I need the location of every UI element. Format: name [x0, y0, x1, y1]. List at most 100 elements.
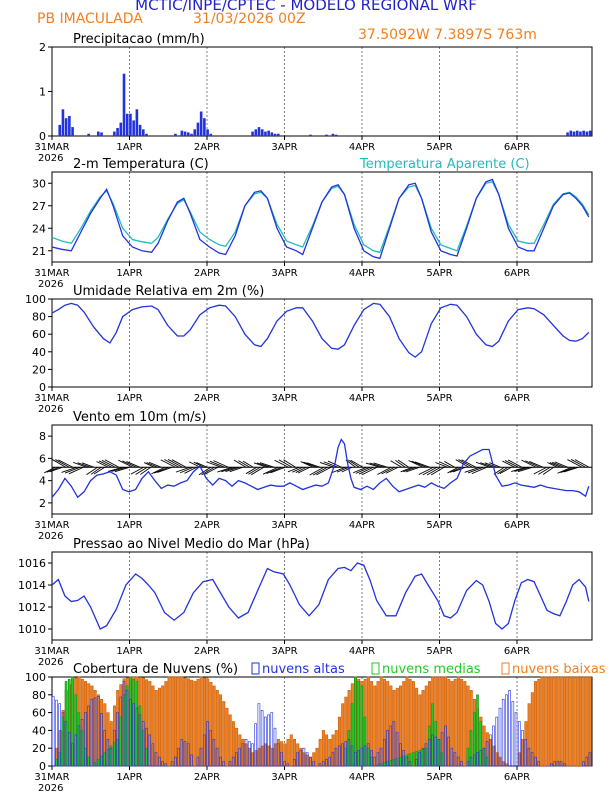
precip-bar	[68, 115, 71, 136]
wind-barb	[58, 459, 74, 468]
wind-barb	[140, 466, 151, 475]
cloud-high-bar	[157, 687, 161, 767]
cloud-mid-bar	[96, 759, 100, 767]
wind-barb	[44, 466, 56, 474]
legend-swatch	[501, 662, 510, 675]
cloud-high-bar	[318, 738, 322, 767]
wind-barb	[295, 466, 307, 473]
wind-barb	[497, 466, 509, 475]
cloud-low-bar	[402, 750, 405, 767]
cloud-high-bar	[161, 685, 165, 767]
cloud-low-bar	[247, 741, 251, 767]
cloud-low-bar	[537, 761, 540, 767]
cloud-low-bar	[161, 761, 164, 767]
cloud-high-bar	[190, 679, 194, 767]
wind-barb	[449, 466, 463, 473]
cloud-mid-bar	[67, 678, 71, 767]
wind-barb	[111, 466, 127, 472]
precip-bar	[257, 127, 261, 136]
cloud-high-bar	[543, 676, 547, 767]
x-tick-label: 5APR	[426, 520, 452, 531]
cloud-high-bar	[540, 676, 544, 767]
cloud-high-bar	[228, 714, 232, 767]
x-tick-label: 4APR	[349, 646, 375, 657]
cloud-low-bar	[231, 756, 235, 767]
cloud-low-bar	[341, 743, 344, 767]
cloud-low-bar	[408, 761, 412, 767]
cloud-low-bar	[360, 747, 364, 767]
cloud-high-bar	[569, 676, 573, 767]
wind-barb	[52, 459, 67, 468]
wind-barb	[154, 466, 169, 474]
wind-barb	[542, 466, 555, 475]
cloud-low-bar	[228, 761, 232, 767]
x-year-label: 2026	[38, 657, 63, 668]
cloud-low-bar	[347, 738, 351, 767]
cloud-high-bar	[170, 676, 174, 767]
y-tick-label: 60	[32, 328, 46, 341]
wind-barb	[256, 462, 272, 468]
wind-barb	[373, 462, 388, 468]
wind-barb	[196, 462, 208, 468]
cloud-mid-bar	[93, 762, 97, 767]
cloud-low-bar	[74, 734, 77, 767]
wind-barb	[157, 466, 173, 473]
wind-barb	[221, 466, 236, 473]
cloud-low-bar	[556, 761, 560, 767]
cloud-low-bar	[344, 741, 348, 767]
wind-barb	[77, 462, 91, 468]
cloud-low-bar	[125, 690, 129, 767]
cloud-mid-bar	[135, 681, 139, 767]
x-tick-label: 1APR	[116, 772, 142, 783]
x-tick-label: 2APR	[194, 520, 220, 531]
wind-barb	[101, 459, 116, 468]
wind-barb	[426, 466, 441, 476]
wind-barb	[347, 459, 360, 468]
wind-barb	[547, 462, 558, 468]
cloud-high-bar	[559, 676, 563, 767]
humidity-line	[51, 302, 590, 358]
cloud-mid-bar	[132, 678, 135, 767]
precip-bar	[199, 111, 203, 136]
cloud-low-bar	[64, 721, 68, 767]
wind-barb	[332, 466, 346, 473]
wind-barb	[552, 461, 565, 468]
x-tick-label: 1APR	[116, 142, 142, 153]
wind-barb	[533, 466, 547, 475]
wind-barb	[193, 461, 204, 468]
cloud-mid-bar	[145, 747, 148, 767]
cloud-low-bar	[112, 730, 116, 767]
wind-barb	[408, 460, 424, 468]
panel-title: Vento em 10m (m/s)	[73, 410, 206, 425]
cloud-low-bar	[517, 721, 521, 767]
wind-barb	[146, 462, 158, 468]
cloud-low-bar	[276, 743, 280, 767]
x-tick-label: 3APR	[271, 268, 297, 279]
cloud-high-bar	[289, 734, 293, 767]
cloud-low-bar	[392, 721, 396, 767]
x-tick-label: 5APR	[426, 142, 452, 153]
x-tick-label: 4APR	[349, 393, 375, 404]
cloud-mid-bar	[141, 730, 145, 767]
wind-barb	[96, 461, 109, 468]
cloud-mid-bar	[119, 716, 122, 767]
precip-bar	[325, 134, 328, 136]
wind-barb	[225, 466, 240, 472]
cloud-low-bar	[238, 747, 241, 767]
cloud-low-bar	[331, 752, 335, 767]
panel-frame	[51, 171, 593, 263]
cloud-low-bar	[61, 712, 65, 767]
cloud-mid-bar	[112, 742, 116, 767]
wind-barb	[72, 461, 88, 468]
precip-bar	[273, 133, 277, 136]
cloud-low-bar	[58, 703, 61, 767]
cloud-high-bar	[405, 676, 409, 767]
cloud-low-bar	[186, 743, 190, 767]
cloud-low-bar	[292, 759, 296, 767]
cloud-low-bar	[508, 690, 511, 767]
panel-title: Cobertura de Nuvens (%)	[73, 662, 238, 677]
precip-bar	[206, 129, 209, 136]
wind-barb	[502, 460, 516, 468]
cloud-low-bar	[212, 738, 216, 767]
